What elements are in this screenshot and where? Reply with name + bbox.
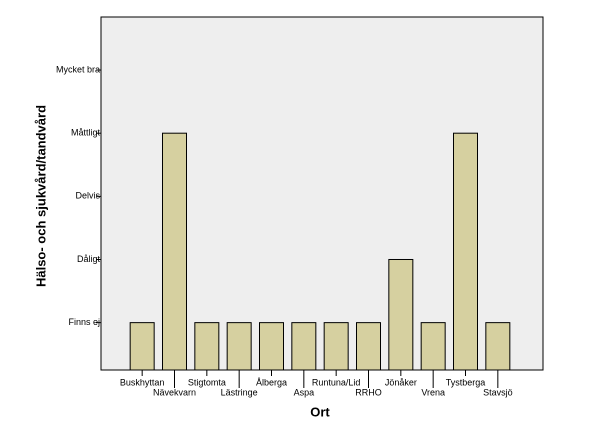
y-axis-title: Hälso- och sjukvård/tandvård [33, 105, 48, 287]
bar [291, 322, 317, 371]
y-tick-label: Dåligt [77, 254, 101, 264]
bar [356, 322, 381, 371]
bar [420, 322, 446, 371]
y-tick-label: Måttligt [71, 128, 101, 138]
bar [226, 322, 252, 371]
bar [388, 258, 414, 371]
bar [323, 322, 349, 371]
y-tick-label: Finns ej [68, 317, 100, 327]
bar [162, 132, 187, 371]
x-tick-label: Runtuna/Lid [312, 377, 361, 387]
bar [453, 132, 478, 371]
bar [259, 322, 284, 371]
x-tick-label: Ålberga [256, 377, 287, 387]
bar [485, 322, 511, 371]
x-tick-label: Aspa [294, 387, 315, 397]
bar [194, 322, 220, 371]
y-tick-label: Delvis [75, 191, 100, 201]
y-tick-label: Mycket bra [56, 64, 100, 74]
x-tick-label: Stavsjö [483, 387, 513, 397]
x-axis-title: Ort [310, 404, 330, 419]
x-tick-label: Tystberga [446, 377, 486, 387]
x-tick-label: Jönåker [385, 377, 417, 387]
x-tick-label: Vrena [421, 387, 445, 397]
x-tick-label: Buskhyttan [120, 377, 165, 387]
x-tick-label: Lästringe [221, 387, 258, 397]
x-tick-label: Nävekvarn [153, 387, 196, 397]
bar [129, 322, 155, 371]
x-tick-label: RRHO [355, 387, 382, 397]
x-tick-label: Stigtomta [188, 377, 226, 387]
